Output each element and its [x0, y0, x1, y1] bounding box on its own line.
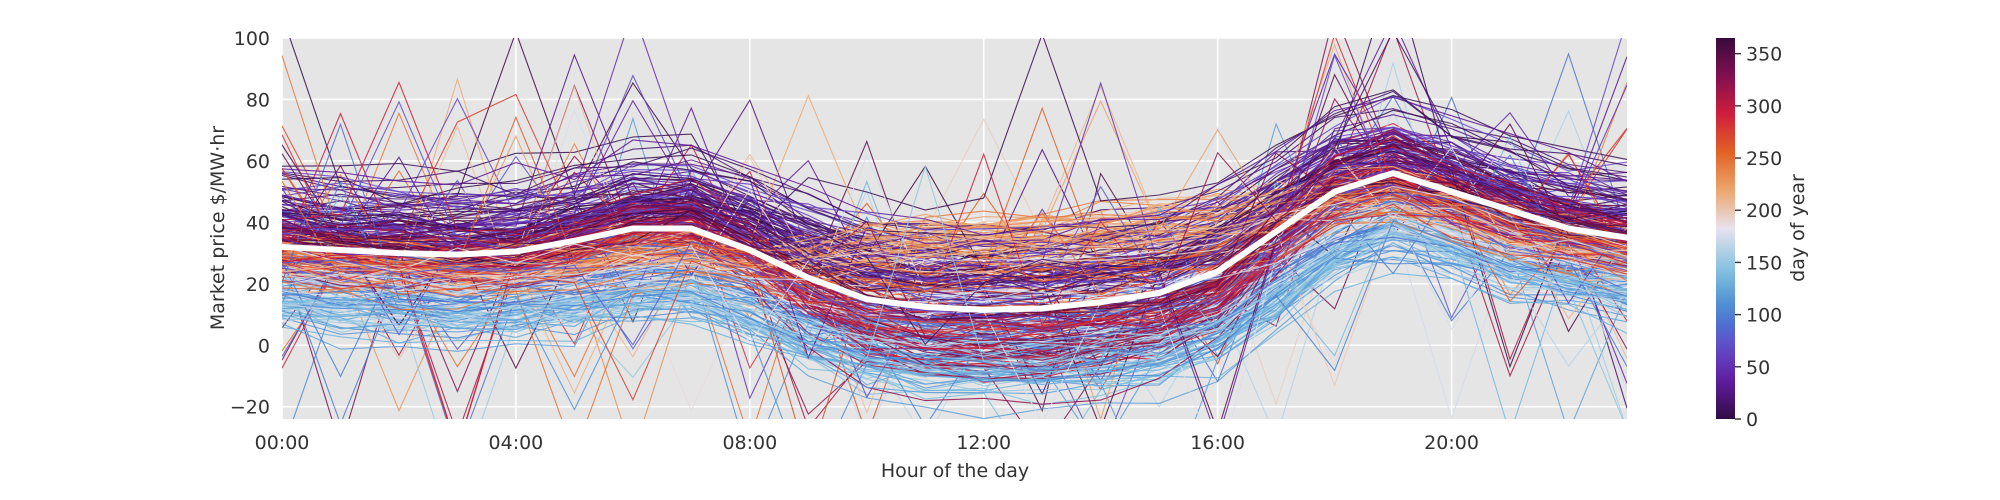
daily-price-line: [282, 164, 1627, 366]
y-tick-label: 0: [258, 335, 270, 357]
x-tick-label: 16:00: [1190, 432, 1245, 454]
mean-line-path: [282, 170, 1627, 313]
x-tick-label: 08:00: [722, 432, 777, 454]
daily-price-line: [282, 192, 1627, 346]
daily-price-line: [282, 143, 1627, 347]
daily-price-line: [282, 218, 1627, 381]
y-axis-title: Market price $/MW·hr: [207, 126, 229, 330]
y-tick-label: 40: [246, 212, 270, 234]
x-tick-label: 20:00: [1424, 432, 1479, 454]
daily-price-line: [282, 163, 1627, 289]
x-axis-title: Hour of the day: [881, 460, 1029, 482]
daily-price-line: [282, 183, 1627, 419]
daily-price-line: [282, 272, 1627, 392]
colorbar-tick-label: 350: [1746, 44, 1782, 66]
y-tick-label: 20: [246, 274, 270, 296]
daily-price-line: [282, 180, 1627, 295]
daily-price-line: [282, 175, 1627, 345]
daily-price-line: [282, 154, 1627, 370]
colorbar-ticks: 0 50 100 150 200 250 300 350: [1735, 44, 1782, 431]
daily-price-line: [282, 249, 1627, 361]
daily-price-line: [282, 80, 1627, 327]
daily-price-line: [282, 205, 1627, 286]
daily-price-line: [282, 81, 1627, 305]
colorbar-tick-label: 250: [1746, 148, 1782, 170]
colorbar-tick-label: 150: [1746, 252, 1782, 274]
daily-price-line: [282, 151, 1627, 328]
colorbar: 0 50 100 150 200 250 300 350 day of year: [1716, 38, 1809, 431]
colorbar-tick-label: 0: [1746, 409, 1758, 431]
daily-price-line: [282, 187, 1627, 378]
daily-price-line: [282, 213, 1627, 350]
daily-price-line: [282, 257, 1627, 363]
y-tick-label: 80: [246, 89, 270, 111]
daily-price-line: [282, 231, 1627, 419]
colorbar-tick-label: 100: [1746, 305, 1782, 327]
daily-price-line: [282, 212, 1627, 303]
colorbar-gradient: [1716, 38, 1735, 419]
mean-price-line: [282, 170, 1627, 313]
daily-price-line: [282, 38, 1627, 346]
colorbar-tick-label: 200: [1746, 200, 1782, 222]
daily-price-line: [282, 245, 1627, 370]
y-tick-labels: −20 0 20 40 60 80 100: [230, 28, 270, 419]
x-tick-label: 00:00: [255, 432, 310, 454]
y-tick-label: 100: [234, 28, 270, 50]
daily-price-line: [282, 203, 1627, 402]
daily-price-line: [282, 181, 1627, 374]
daily-price-line: [282, 96, 1627, 236]
daily-price-line: [282, 233, 1627, 419]
y-tick-label: 60: [246, 151, 270, 173]
colorbar-tick-label: 300: [1746, 96, 1782, 118]
y-tick-label: −20: [230, 397, 270, 419]
daily-price-line: [282, 38, 1627, 280]
daily-price-line: [282, 93, 1627, 296]
daily-price-line: [282, 148, 1627, 336]
daily-price-line: [282, 166, 1627, 320]
daily-price-line: [282, 144, 1627, 259]
daily-price-line: [282, 185, 1627, 344]
daily-price-line: [282, 162, 1627, 279]
daily-price-line: [282, 38, 1627, 278]
colorbar-title: day of year: [1787, 174, 1809, 282]
x-tick-labels: 00:00 04:00 08:00 12:00 16:00 20:00: [255, 432, 1479, 454]
daily-price-line: [282, 211, 1627, 411]
x-tick-label: 12:00: [956, 432, 1011, 454]
daily-price-line: [282, 112, 1627, 272]
x-tick-label: 04:00: [489, 432, 544, 454]
colorbar-tick-label: 50: [1746, 357, 1770, 379]
daily-price-line: [282, 189, 1627, 271]
daily-price-line: [282, 122, 1627, 341]
daily-price-line: [282, 235, 1627, 381]
